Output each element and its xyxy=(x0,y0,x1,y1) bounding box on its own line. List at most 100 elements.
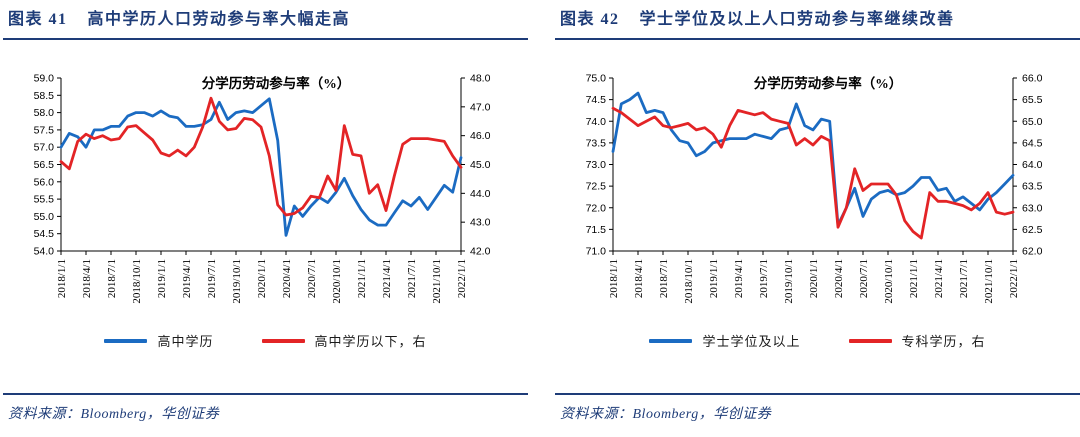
y-axis-left-label: 72.0 xyxy=(586,202,607,214)
x-axis-label: 2020/4/1 xyxy=(281,259,293,298)
series-line-blue xyxy=(611,91,1015,227)
x-axis-label: 2021/1/1 xyxy=(356,259,368,298)
series-line-blue xyxy=(59,97,463,237)
legend-line-swatch xyxy=(104,338,148,343)
y-axis-right-label: 48.0 xyxy=(470,73,491,85)
y-axis-right-label: 65.0 xyxy=(1022,116,1043,128)
y-axis-left-label: 73.5 xyxy=(586,137,607,149)
legend-label: 学士学位及以上 xyxy=(702,334,801,349)
legend-item: 高中学历 xyxy=(104,331,213,350)
x-axis-label: 2019/4/1 xyxy=(181,259,193,298)
y-axis-left-label: 58.0 xyxy=(34,107,55,119)
x-axis-label: 2021/7/1 xyxy=(406,259,418,298)
legend-label: 高中学历 xyxy=(157,334,214,349)
figure-41-title-text: 高中学历人口劳动参与率大幅走高 xyxy=(87,11,351,28)
x-axis-label: 2018/1/1 xyxy=(56,259,68,298)
chart-labor-participation-bachelor: 71.0 71.5 72.0 72.5 73.0 73.5 74.0 74.5 75.0 62.0… xyxy=(586,73,1043,304)
x-axis-label: 2021/4/1 xyxy=(381,259,393,298)
y-axis-left-label: 71.0 xyxy=(586,246,607,258)
y-axis-right-label: 47.0 xyxy=(470,101,491,113)
x-axis-label: 2021/10/1 xyxy=(983,259,995,304)
y-axis-right-label: 64.0 xyxy=(1022,159,1043,171)
x-axis-label: 2022/1/1 xyxy=(456,259,468,298)
y-axis-left-label: 59.0 xyxy=(34,73,55,85)
y-axis-left-label: 73.0 xyxy=(586,159,607,171)
y-axis-right-label: 65.5 xyxy=(1022,94,1043,106)
legend-item: 专科学历，右 xyxy=(848,331,986,350)
figure-42-title-text: 学士学位及以上人口劳动参与率继续改善 xyxy=(639,11,955,28)
x-axis-label: 2020/7/1 xyxy=(306,259,318,298)
figure-41-label: 图表 41 xyxy=(8,11,68,28)
x-axis-label: 2019/7/1 xyxy=(758,259,770,298)
x-axis-label: 2020/7/1 xyxy=(858,259,870,298)
y-axis-left-label: 72.5 xyxy=(586,181,607,193)
y-axis-right-label: 62.0 xyxy=(1022,246,1043,258)
figure-42-title: 图表 42 学士学位及以上人口劳动参与率继续改善 xyxy=(555,6,1080,40)
legend-line-swatch xyxy=(848,338,892,343)
x-axis-label: 2021/7/1 xyxy=(958,259,970,298)
chart-title: 分学历劳动参与率（%） xyxy=(754,75,903,91)
x-axis-label: 2019/7/1 xyxy=(206,259,218,298)
x-axis-label: 2019/1/1 xyxy=(708,259,720,298)
x-axis-label: 2022/1/1 xyxy=(1008,259,1020,298)
y-axis-right-label: 45.0 xyxy=(470,159,491,171)
figure-41-title: 图表 41 高中学历人口劳动参与率大幅走高 xyxy=(3,6,528,40)
figure-41-source-note: 资料来源：Bloomberg，华创证券 xyxy=(3,393,528,423)
chart-42-legend: 学士学位及以上 专科学历，右 xyxy=(555,331,1080,350)
y-axis-left-label: 55.5 xyxy=(34,194,55,206)
y-axis-left-label: 55.0 xyxy=(34,211,55,223)
chart-labor-participation-highschool: 54.0 54.5 55.0 55.5 56.0 56.5 57.0 57.5 58.0 58.5… xyxy=(34,73,491,304)
x-axis-label: 2020/1/1 xyxy=(808,259,820,298)
series-line-red xyxy=(59,96,463,217)
y-axis-right-label: 62.5 xyxy=(1022,224,1043,236)
figure-42-panel: 图表 42 学士学位及以上人口劳动参与率继续改善 71.0 71.5 72.0 72.5… xyxy=(555,6,1080,423)
series-line-red xyxy=(611,106,1015,240)
y-axis-left-label: 54.5 xyxy=(34,228,55,240)
x-axis-label: 2018/4/1 xyxy=(633,259,645,298)
figure-41-panel: 图表 41 高中学历人口劳动参与率大幅走高 54.0 54.5 55.0 55.5 56.… xyxy=(3,6,528,423)
legend-item: 学士学位及以上 xyxy=(649,331,800,350)
y-axis-left-label: 74.5 xyxy=(586,94,607,106)
x-axis-label: 2018/7/1 xyxy=(658,259,670,298)
y-axis-left-label: 56.0 xyxy=(34,176,55,188)
chart-title: 分学历劳动参与率（%） xyxy=(202,75,351,91)
x-axis-label: 2019/10/1 xyxy=(231,259,243,304)
x-axis-label: 2021/10/1 xyxy=(431,259,443,304)
y-axis-left-label: 57.5 xyxy=(34,124,55,136)
chart-41-legend: 高中学历 高中学历以下，右 xyxy=(3,331,528,350)
y-axis-right-label: 63.5 xyxy=(1022,181,1043,193)
y-axis-right-label: 66.0 xyxy=(1022,73,1043,85)
x-axis-label: 2018/10/1 xyxy=(131,259,143,304)
legend-label: 高中学历以下，右 xyxy=(314,334,427,349)
legend-line-swatch xyxy=(261,338,305,343)
x-axis-label: 2018/1/1 xyxy=(608,259,620,298)
y-axis-left-label: 71.5 xyxy=(586,224,607,236)
legend-item: 高中学历以下，右 xyxy=(261,331,427,350)
y-axis-left-label: 54.0 xyxy=(34,246,55,258)
figure-42-source-note: 资料来源：Bloomberg，华创证券 xyxy=(555,393,1080,423)
y-axis-right-label: 44.0 xyxy=(470,188,491,200)
y-axis-right-label: 64.5 xyxy=(1022,137,1043,149)
x-axis-label: 2020/10/1 xyxy=(331,259,343,304)
y-axis-right-label: 46.0 xyxy=(470,130,491,142)
figure-41-source-text: 资料来源：Bloomberg，华创证券 xyxy=(8,407,220,422)
legend-line-swatch xyxy=(649,338,693,343)
legend-label: 专科学历，右 xyxy=(901,334,986,349)
y-axis-right-label: 42.0 xyxy=(470,246,491,258)
x-axis-label: 2019/10/1 xyxy=(783,259,795,304)
x-axis-label: 2021/4/1 xyxy=(933,259,945,298)
y-axis-left-label: 57.0 xyxy=(34,142,55,154)
figure-42-label: 图表 42 xyxy=(560,11,620,28)
x-axis-label: 2020/4/1 xyxy=(833,259,845,298)
x-axis-label: 2018/4/1 xyxy=(81,259,93,298)
x-axis-label: 2019/1/1 xyxy=(156,259,168,298)
y-axis-left-label: 75.0 xyxy=(586,73,607,85)
x-axis-label: 2019/4/1 xyxy=(733,259,745,298)
y-axis-left-label: 58.5 xyxy=(34,90,55,102)
x-axis-label: 2020/10/1 xyxy=(883,259,895,304)
x-axis-label: 2021/1/1 xyxy=(908,259,920,298)
figure-42-source-text: 资料来源：Bloomberg，华创证券 xyxy=(560,407,772,422)
y-axis-left-label: 56.5 xyxy=(34,159,55,171)
y-axis-right-label: 63.0 xyxy=(1022,202,1043,214)
y-axis-left-label: 74.0 xyxy=(586,116,607,128)
